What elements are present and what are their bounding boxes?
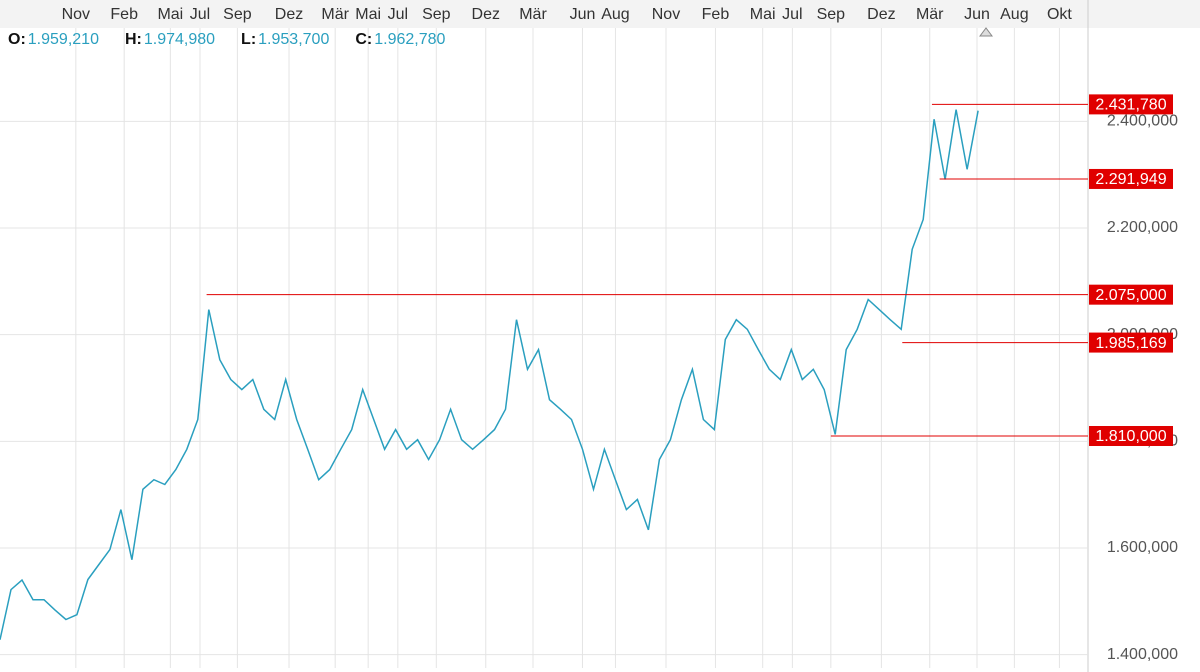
level-label: 2.291,949 <box>1095 171 1166 188</box>
x-tick-label: Mai <box>157 6 183 23</box>
x-tick-label: Feb <box>702 6 730 23</box>
ohlc-key: C: <box>355 31 372 48</box>
level-label-box <box>1089 94 1173 115</box>
y-tick-label: 1.400,000 <box>1107 646 1178 663</box>
time-axis-band <box>0 0 1200 28</box>
x-tick-label: Sep <box>223 6 252 23</box>
y-tick-label: 2.200,000 <box>1107 219 1178 236</box>
y-tick-label: 1.600,000 <box>1107 539 1178 556</box>
level-label: 1.985,169 <box>1095 335 1166 352</box>
x-tick-label: Mär <box>916 6 944 23</box>
level-label-box <box>1089 284 1173 305</box>
level-label: 1.810,000 <box>1095 428 1166 445</box>
level-label-box <box>1089 426 1173 446</box>
ohlc-key: L: <box>241 31 256 48</box>
ohlc-value: 1.962,780 <box>374 31 445 48</box>
level-label: 2.431,780 <box>1095 97 1166 114</box>
x-tick-label: Dez <box>472 6 500 23</box>
x-tick-label: Nov <box>62 6 90 23</box>
ohlc-value: 1.974,980 <box>144 31 215 48</box>
x-tick-label: Jul <box>388 6 408 23</box>
x-tick-label: Jul <box>782 6 802 23</box>
x-tick-label: Sep <box>422 6 451 23</box>
ohlc-value: 1.959,210 <box>28 31 99 48</box>
x-tick-label: Mär <box>321 6 349 23</box>
level-label-box <box>1089 168 1173 189</box>
x-tick-label: Mai <box>355 6 381 23</box>
x-tick-label: Sep <box>817 6 846 23</box>
x-tick-label: Dez <box>275 6 303 23</box>
x-tick-label: Jun <box>964 6 990 23</box>
x-tick-label: Nov <box>652 6 680 23</box>
level-label: 2.075,000 <box>1095 287 1166 304</box>
x-tick-label: Okt <box>1047 6 1072 23</box>
ohlc-key: O: <box>8 31 26 48</box>
x-tick-label: Jul <box>190 6 210 23</box>
x-tick-label: Aug <box>1000 6 1028 23</box>
price-line <box>0 109 979 640</box>
x-tick-label: Mai <box>750 6 776 23</box>
x-tick-label: Jun <box>570 6 596 23</box>
ohlc-value: 1.953,700 <box>258 31 329 48</box>
ohlc-key: H: <box>125 31 142 48</box>
x-tick-label: Dez <box>867 6 895 23</box>
x-tick-label: Mär <box>519 6 547 23</box>
scroll-marker <box>979 27 993 37</box>
x-tick-label: Feb <box>110 6 138 23</box>
level-label-box <box>1089 332 1173 353</box>
x-tick-label: Aug <box>601 6 629 23</box>
y-tick-label: 2.400,000 <box>1107 113 1178 130</box>
